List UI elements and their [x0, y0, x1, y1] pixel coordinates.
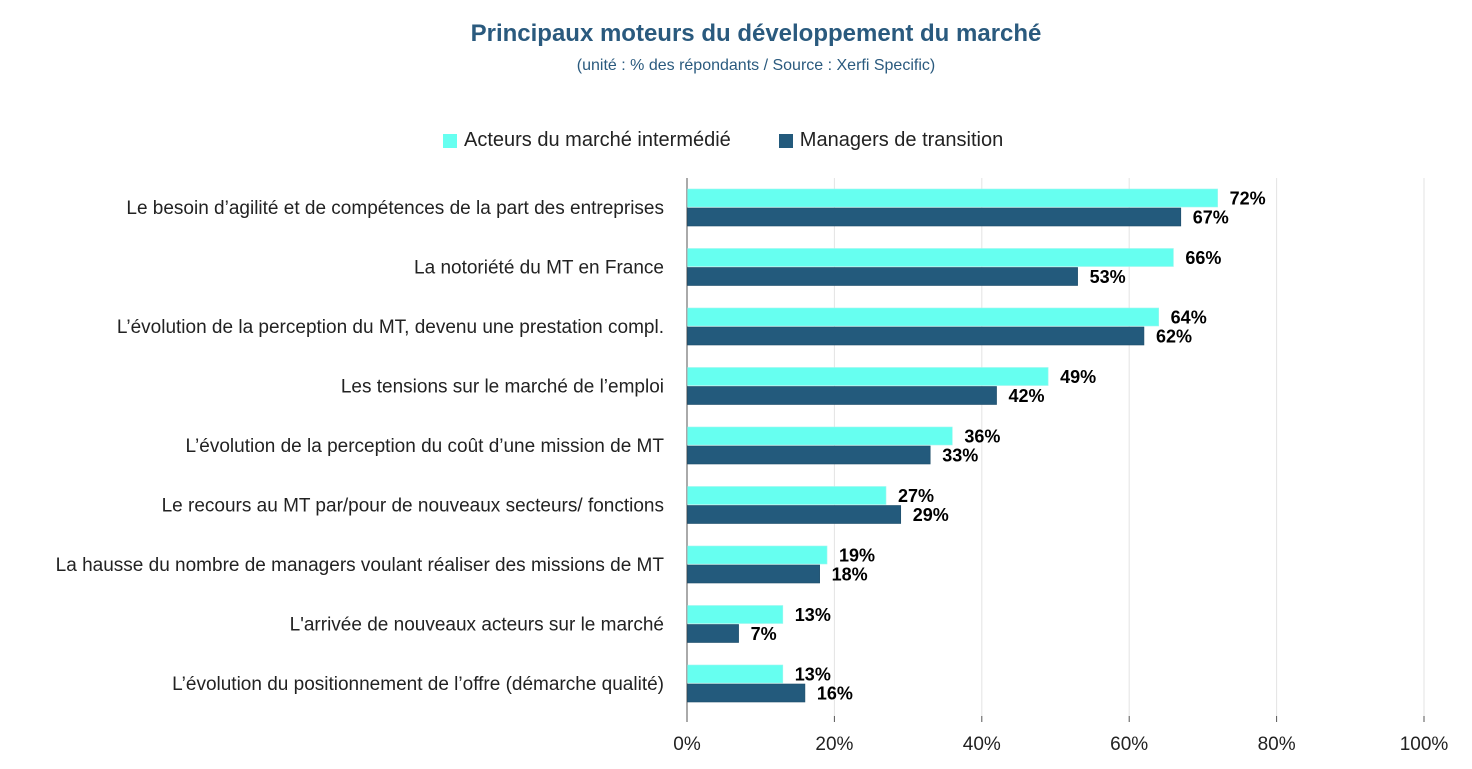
data-label-series-1-cat-2: 66% [1185, 248, 1221, 268]
bar-series-1-cat-7 [687, 545, 828, 565]
bar-series-2-cat-1 [687, 207, 1182, 227]
data-label-series-1-cat-8: 13% [795, 605, 831, 625]
chart-title: Principaux moteurs du développement du m… [470, 20, 1042, 47]
data-label-series-2-cat-3: 62% [1156, 327, 1192, 347]
category-label-2: La notoriété du MT en France [414, 258, 664, 279]
data-label-series-1-cat-9: 13% [795, 665, 831, 685]
data-label-series-1-cat-7: 19% [839, 546, 875, 566]
legend-label-series-2: Managers de transition [799, 129, 1004, 151]
bar-series-2-cat-9 [687, 683, 806, 703]
category-label-3: L’évolution de la perception du MT, deve… [117, 317, 664, 338]
bar-series-2-cat-5 [687, 445, 931, 465]
chart-subtitle: (unité : % des répondants / Source : Xer… [576, 57, 936, 74]
category-label-7: La hausse du nombre de managers voulant … [56, 555, 665, 576]
data-label-series-2-cat-2: 53% [1090, 267, 1126, 287]
bar-series-2-cat-3 [687, 326, 1145, 346]
x-tick-label-40: 40% [963, 734, 1001, 755]
bar-series-1-cat-9 [687, 664, 784, 684]
legend-swatch-series-1 [443, 133, 457, 148]
category-label-9: L’évolution du positionnement de l’offre… [172, 674, 664, 695]
data-label-series-2-cat-8: 7% [751, 624, 777, 644]
category-label-1: Le besoin d’agilité et de compétences de… [126, 198, 664, 219]
bar-series-2-cat-8 [687, 624, 739, 643]
data-label-series-1-cat-3: 64% [1171, 308, 1207, 328]
data-label-series-2-cat-9: 16% [817, 684, 853, 704]
legend-label-series-1: Acteurs du marché intermédié [464, 129, 731, 151]
bar-series-2-cat-6 [687, 505, 902, 524]
x-tick-label-0: 0% [673, 734, 701, 755]
bar-series-2-cat-2 [687, 267, 1078, 286]
bar-series-1-cat-1 [687, 188, 1218, 208]
category-label-5: L’évolution de la perception du coût d’u… [186, 436, 665, 457]
bar-series-2-cat-7 [687, 564, 820, 584]
data-label-series-2-cat-6: 29% [913, 505, 949, 525]
bar-series-1-cat-8 [687, 605, 784, 624]
data-label-series-2-cat-7: 18% [832, 565, 868, 585]
data-label-series-1-cat-5: 36% [964, 427, 1000, 447]
bar-series-2-cat-4 [687, 386, 997, 405]
data-label-series-2-cat-4: 42% [1009, 386, 1045, 406]
chart-legend: Acteurs du marché intermédié Managers de… [443, 129, 1051, 152]
bar-series-1-cat-6 [687, 486, 887, 505]
data-label-series-2-cat-1: 67% [1193, 208, 1229, 228]
data-label-series-1-cat-1: 72% [1230, 189, 1266, 209]
category-label-6: Le recours au MT par/pour de nouveaux se… [162, 496, 664, 517]
legend-item-series-2: Managers de transition [778, 129, 1004, 152]
legend-item-series-1: Acteurs du marché intermédié [443, 129, 731, 152]
x-tick-label-100: 100% [1400, 734, 1449, 755]
category-label-8: L'arrivée de nouveaux acteurs sur le mar… [290, 615, 664, 636]
bar-series-1-cat-3 [687, 307, 1159, 327]
x-tick-label-80: 80% [1258, 734, 1296, 755]
bar-series-1-cat-5 [687, 426, 953, 446]
data-label-series-2-cat-5: 33% [942, 446, 978, 466]
x-tick-label-20: 20% [815, 734, 853, 755]
category-label-4: Les tensions sur le marché de l’emploi [341, 377, 664, 398]
x-tick-label-60: 60% [1110, 734, 1148, 755]
legend-swatch-series-2 [778, 133, 793, 148]
bar-series-1-cat-2 [687, 248, 1174, 267]
bar-series-1-cat-4 [687, 367, 1049, 386]
data-label-series-1-cat-4: 49% [1060, 367, 1096, 387]
data-label-series-1-cat-6: 27% [898, 486, 934, 506]
